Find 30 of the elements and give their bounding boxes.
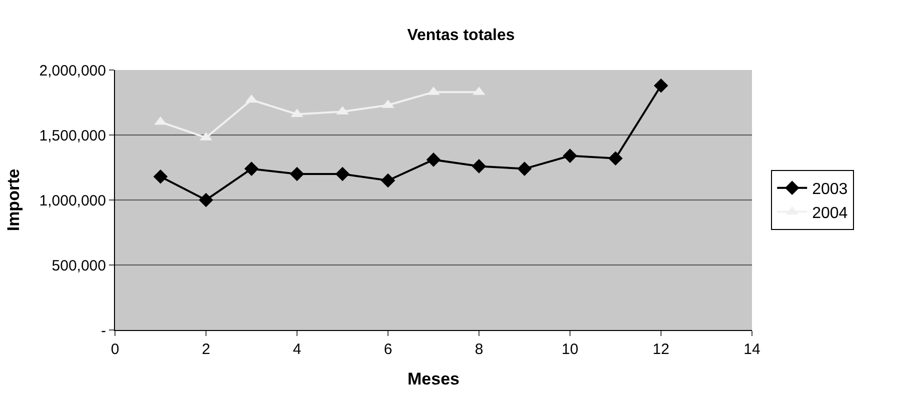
x-tick-label: 8 <box>474 341 484 358</box>
y-tick-label: 500,000 <box>52 257 106 274</box>
point <box>335 166 350 182</box>
x-tick-label: 4 <box>292 341 302 358</box>
point <box>290 166 304 182</box>
y-tick-label: 1,500,000 <box>39 127 106 144</box>
point <box>654 78 668 93</box>
x-tick-label: 2 <box>202 341 210 358</box>
point <box>608 151 623 166</box>
x-tick-label: 6 <box>384 341 392 358</box>
point <box>517 162 532 176</box>
x-tick-label: 12 <box>652 341 670 358</box>
x-tick-label: 0 <box>110 341 120 358</box>
point <box>426 152 441 167</box>
y-tick-label: 1,000,000 <box>39 192 106 210</box>
y-tick-label: - <box>101 322 106 340</box>
x-axis-title: Meses <box>408 369 460 388</box>
point <box>244 162 259 176</box>
y-tick-label: 2,000,000 <box>39 62 106 80</box>
x-tick-label: 14 <box>744 341 760 358</box>
x-tick-label: 10 <box>562 341 578 358</box>
legend-label: 2004 <box>812 204 848 222</box>
chart-title: Ventas totales <box>407 26 515 44</box>
point <box>380 173 396 188</box>
legend-label: 2003 <box>812 181 848 198</box>
point <box>198 192 214 208</box>
point <box>153 169 168 184</box>
point <box>562 148 578 163</box>
y-axis-title: Importe <box>4 168 23 232</box>
point <box>472 159 486 174</box>
